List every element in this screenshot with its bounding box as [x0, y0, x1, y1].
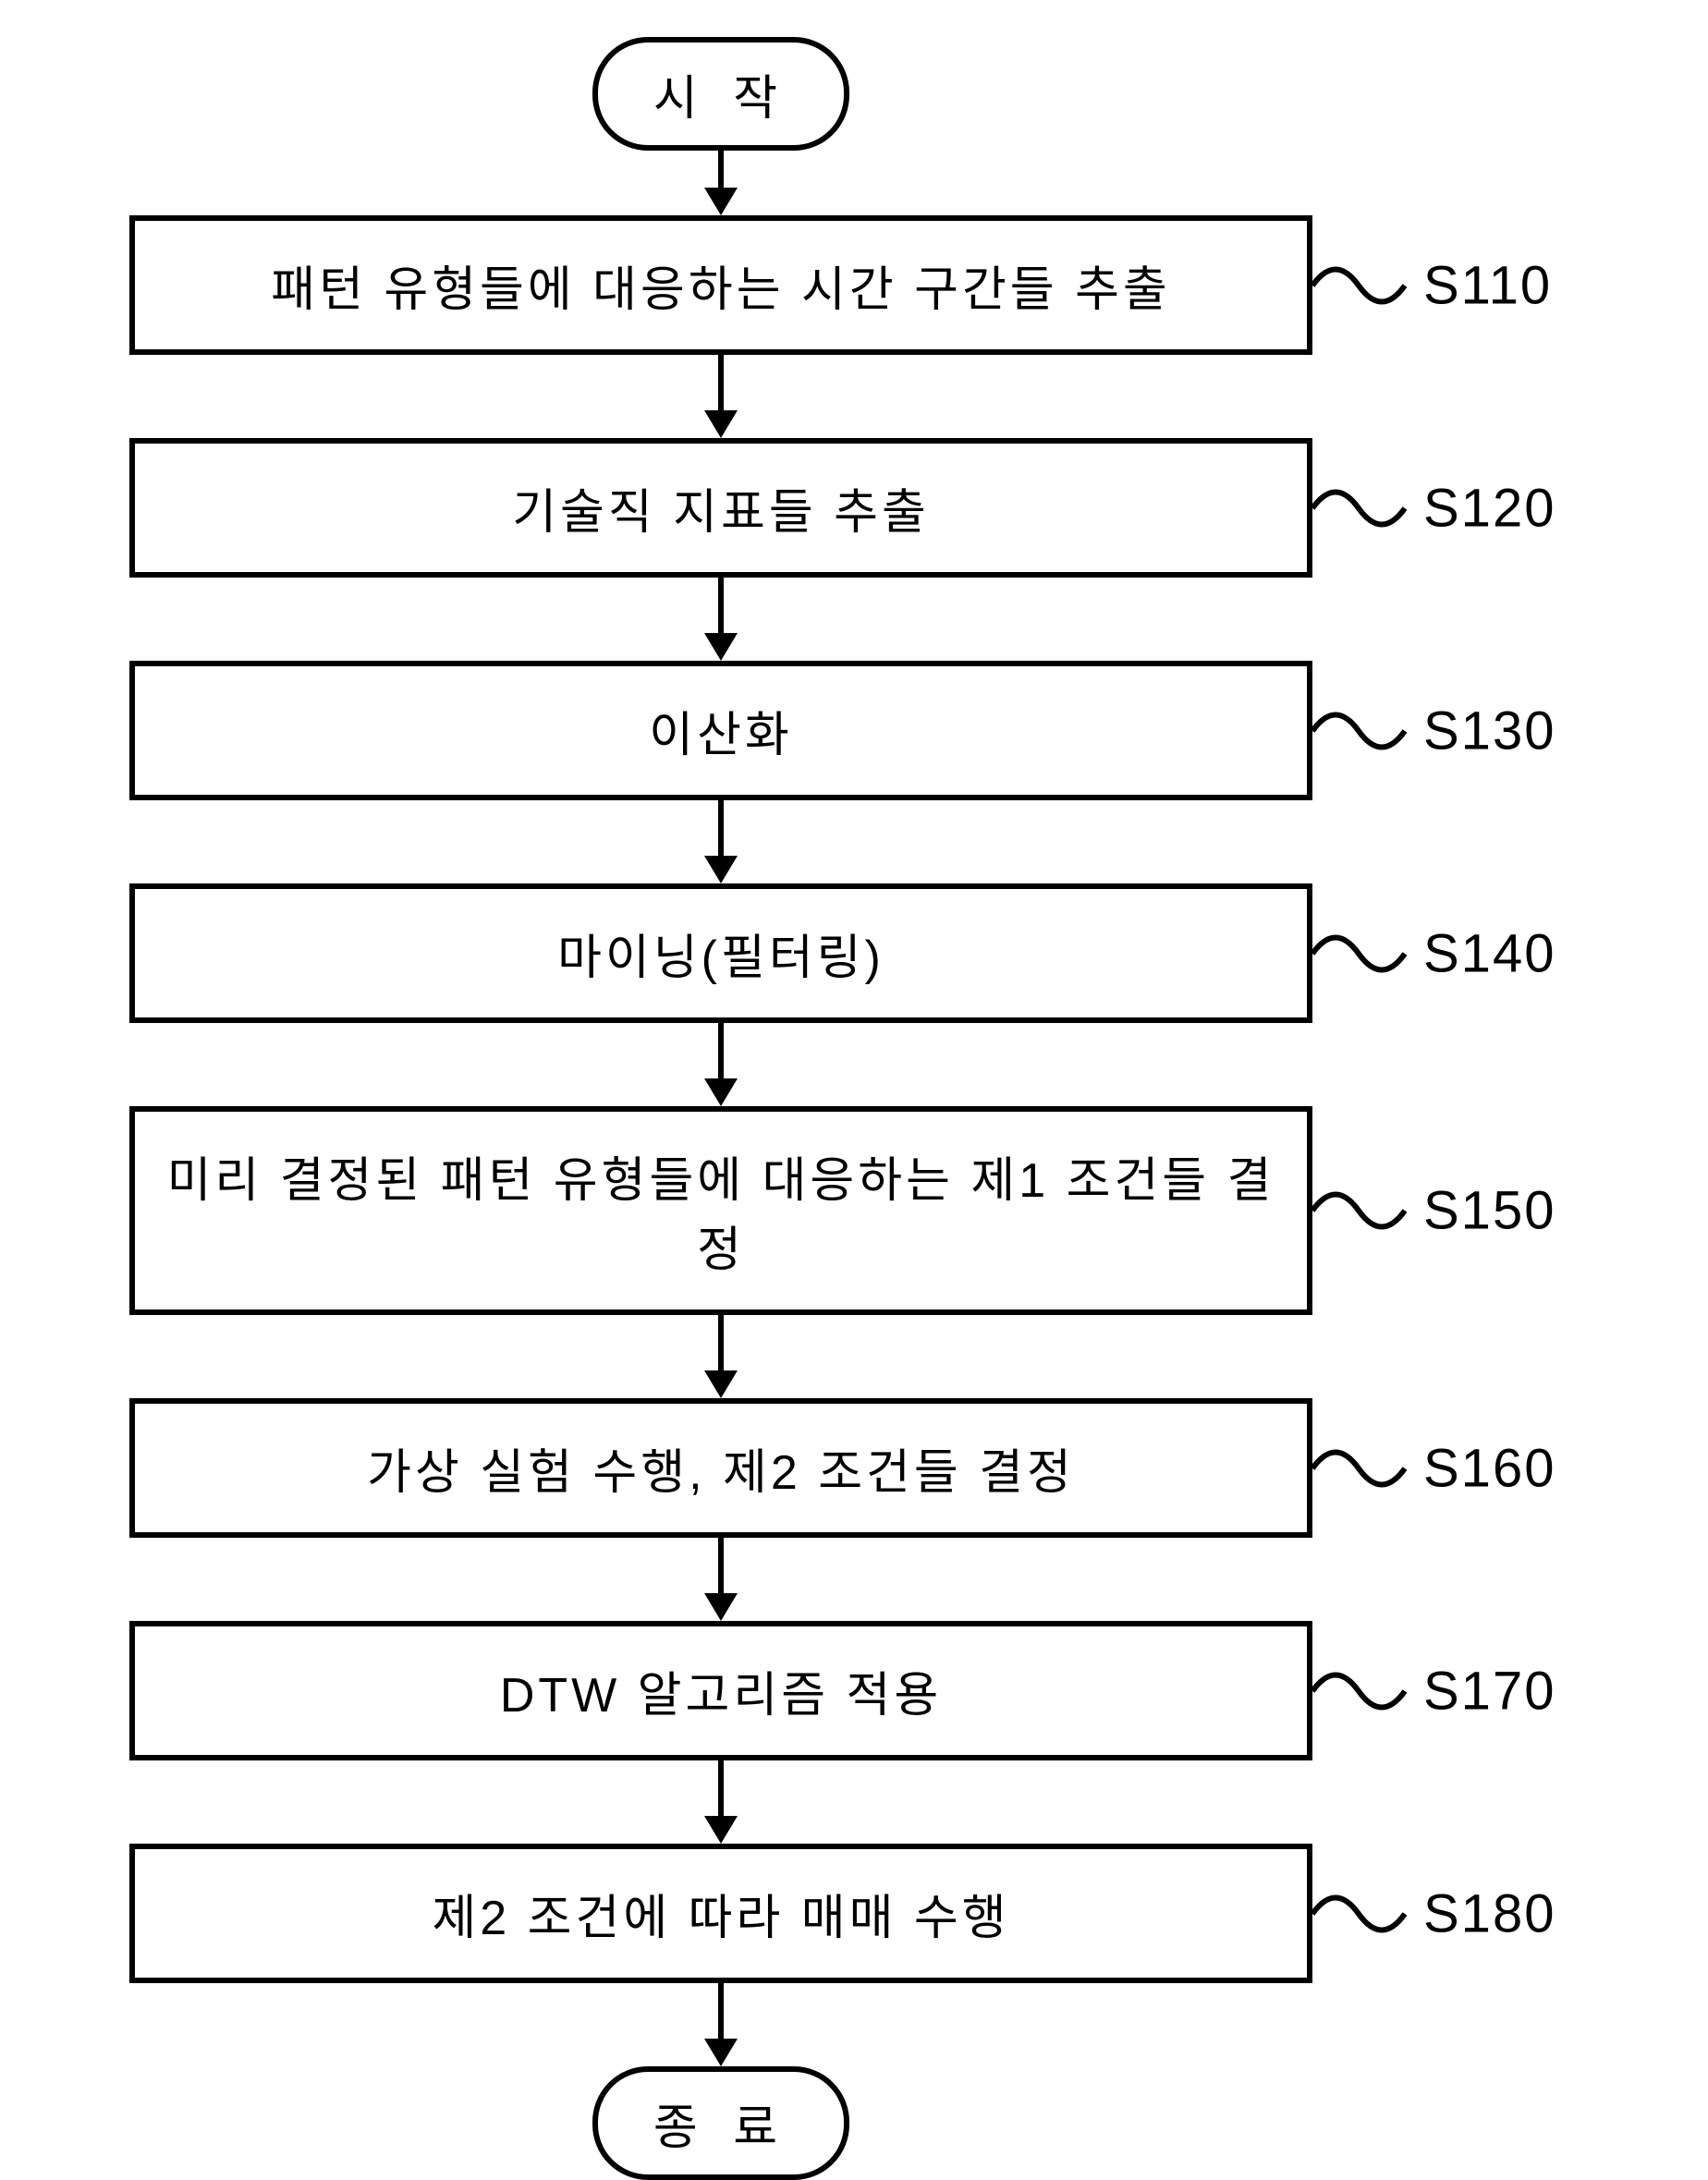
step-row-S160: 가상 실험 수행, 제2 조건들 결정 S160 — [129, 1398, 1580, 1538]
process-box-S170: DTW 알고리즘 적용 — [129, 1621, 1312, 1760]
step-label-S120: S120 — [1423, 477, 1556, 539]
end-label: 종 료 — [653, 2101, 788, 2155]
arrow-icon — [702, 1983, 739, 2066]
step-label-S130: S130 — [1423, 700, 1556, 761]
arrow-after-S110 — [129, 355, 1312, 438]
connector-squiggle-icon — [1312, 471, 1423, 545]
step-label-S150: S150 — [1423, 1180, 1556, 1242]
process-text: 가상 실험 수행, 제2 조건들 결정 — [367, 1446, 1075, 1500]
arrow-icon — [702, 355, 739, 438]
arrow-after-S180 — [129, 1983, 1312, 2066]
end-terminal: 종 료 — [592, 2066, 849, 2180]
step-row-S170: DTW 알고리즘 적용 S170 — [129, 1621, 1580, 1760]
step-label-S180: S180 — [1423, 1882, 1556, 1944]
process-box-S130: 이산화 — [129, 661, 1312, 800]
arrow-icon — [702, 1538, 739, 1621]
process-box-S140: 마이닝(필터링) — [129, 883, 1312, 1023]
step-row-S120: 기술직 지표들 추출 S120 — [129, 438, 1580, 578]
arrow-icon — [702, 1315, 739, 1398]
arrow-icon — [702, 578, 739, 661]
connector-squiggle-icon — [1312, 694, 1423, 768]
process-text: 마이닝(필터링) — [557, 932, 884, 985]
start-terminal: 시 작 — [592, 37, 849, 151]
process-box-S150: 미리 결정된 패턴 유형들에 대응하는 제1 조건들 결정 — [129, 1106, 1312, 1315]
end-terminal-wrap: 종 료 — [129, 2066, 1312, 2180]
start-terminal-wrap: 시 작 — [129, 37, 1312, 151]
process-box-S120: 기술직 지표들 추출 — [129, 438, 1312, 578]
process-text: DTW 알고리즘 적용 — [500, 1669, 942, 1723]
arrow-after-S130 — [129, 800, 1312, 883]
process-box-S180: 제2 조건에 따라 매매 수행 — [129, 1844, 1312, 1983]
connector-squiggle-icon — [1312, 1174, 1423, 1248]
process-text: 패턴 유형들에 대응하는 시간 구간들 추출 — [271, 263, 1171, 317]
process-box-S110: 패턴 유형들에 대응하는 시간 구간들 추출 — [129, 215, 1312, 355]
connector-squiggle-icon — [1312, 917, 1423, 991]
connector-squiggle-icon — [1312, 1654, 1423, 1728]
process-box-S160: 가상 실험 수행, 제2 조건들 결정 — [129, 1398, 1312, 1538]
arrow-after-S140 — [129, 1023, 1312, 1106]
step-row-S110: 패턴 유형들에 대응하는 시간 구간들 추출 S110 — [129, 215, 1580, 355]
connector-squiggle-icon — [1312, 249, 1423, 323]
step-label-S110: S110 — [1423, 254, 1552, 316]
arrow-after-S150 — [129, 1315, 1312, 1398]
step-label-S170: S170 — [1423, 1660, 1556, 1722]
step-row-S140: 마이닝(필터링) S140 — [129, 883, 1580, 1023]
arrow-after-start — [129, 151, 1312, 215]
arrow-icon — [702, 151, 739, 215]
start-label: 시 작 — [653, 72, 788, 126]
step-row-S180: 제2 조건에 따라 매매 수행 S180 — [129, 1844, 1580, 1983]
process-text: 미리 결정된 패턴 유형들에 대응하는 제1 조건들 결정 — [167, 1154, 1275, 1277]
step-label-S140: S140 — [1423, 922, 1556, 984]
process-text: 기술직 지표들 추출 — [512, 486, 930, 540]
arrow-icon — [702, 800, 739, 883]
process-text: 제2 조건에 따라 매매 수행 — [432, 1892, 1009, 1945]
arrow-after-S160 — [129, 1538, 1312, 1621]
arrow-after-S170 — [129, 1760, 1312, 1844]
connector-squiggle-icon — [1312, 1431, 1423, 1505]
arrow-icon — [702, 1023, 739, 1106]
step-row-S130: 이산화 S130 — [129, 661, 1580, 800]
step-row-S150: 미리 결정된 패턴 유형들에 대응하는 제1 조건들 결정 S150 — [129, 1106, 1580, 1315]
process-text: 이산화 — [649, 709, 793, 762]
connector-squiggle-icon — [1312, 1877, 1423, 1951]
arrow-after-S120 — [129, 578, 1312, 661]
flowchart-container: 시 작 패턴 유형들에 대응하는 시간 구간들 추출 S110 기술직 지표들 추출… — [129, 37, 1580, 2180]
step-label-S160: S160 — [1423, 1437, 1556, 1499]
arrow-icon — [702, 1760, 739, 1844]
